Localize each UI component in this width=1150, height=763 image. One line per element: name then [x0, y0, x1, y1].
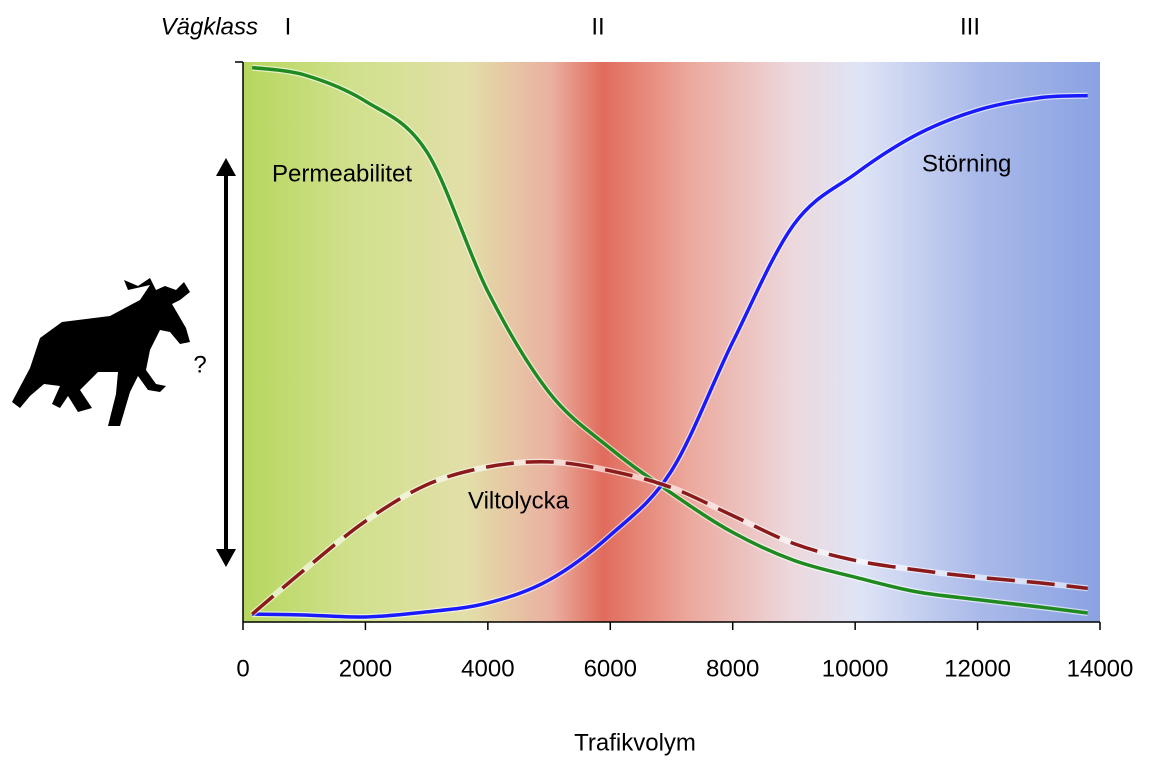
x-tick-label: 8000	[706, 655, 759, 682]
x-tick-label: 0	[236, 655, 249, 682]
series-line	[251, 459, 1088, 616]
x-tick-label: 6000	[584, 655, 637, 682]
series-label: Permeabilitet	[272, 160, 412, 187]
series-label: Störning	[922, 150, 1011, 177]
series-label: Viltolycka	[468, 487, 570, 514]
series-line	[251, 65, 1088, 615]
x-tick-label: 12000	[944, 655, 1011, 682]
x-tick-label: 2000	[339, 655, 392, 682]
annotation: ?	[193, 351, 206, 378]
road-class-label: I	[285, 13, 292, 40]
x-tick-label: 10000	[822, 655, 889, 682]
x-axis-label: Trafikvolym	[574, 729, 696, 756]
road-class-title: Vägklass	[161, 13, 258, 40]
road-class-label: II	[591, 13, 604, 40]
double-arrow	[216, 158, 236, 567]
moose-icon	[12, 278, 190, 426]
x-tick-label: 14000	[1067, 655, 1134, 682]
plot-background	[243, 62, 1100, 622]
x-tick-label: 4000	[461, 655, 514, 682]
series-line	[252, 93, 1088, 619]
road-class-label: III	[960, 13, 980, 40]
